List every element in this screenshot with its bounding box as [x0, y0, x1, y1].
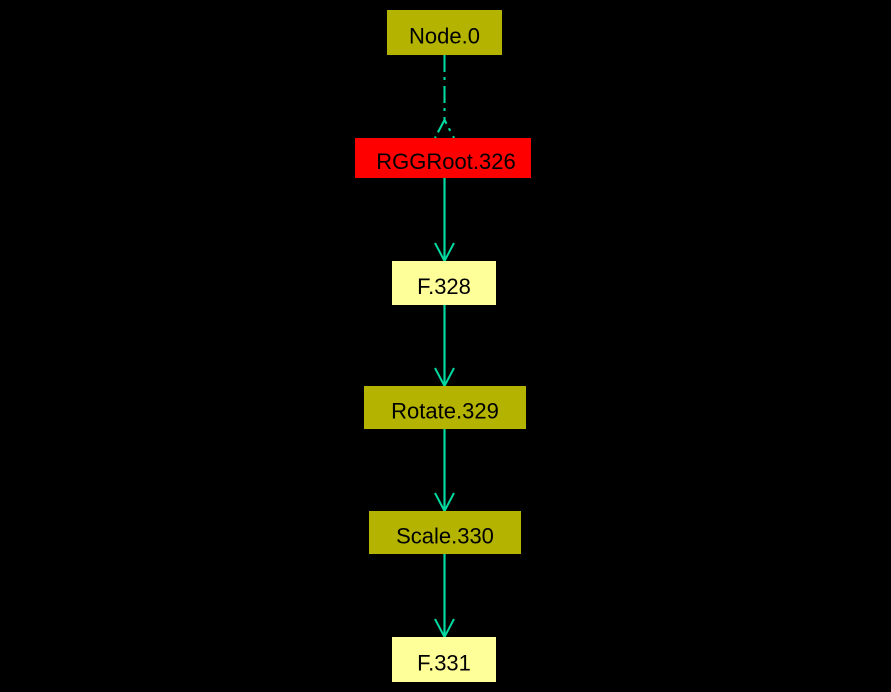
svg-text:Scale.330: Scale.330 — [396, 523, 494, 548]
svg-text:F.328: F.328 — [417, 274, 471, 299]
svg-text:F.331: F.331 — [417, 650, 471, 675]
svg-text:Rotate.329: Rotate.329 — [391, 398, 499, 423]
svg-text:Node.0: Node.0 — [409, 23, 480, 48]
svg-text:RGGRoot.326: RGGRoot.326 — [376, 149, 515, 174]
